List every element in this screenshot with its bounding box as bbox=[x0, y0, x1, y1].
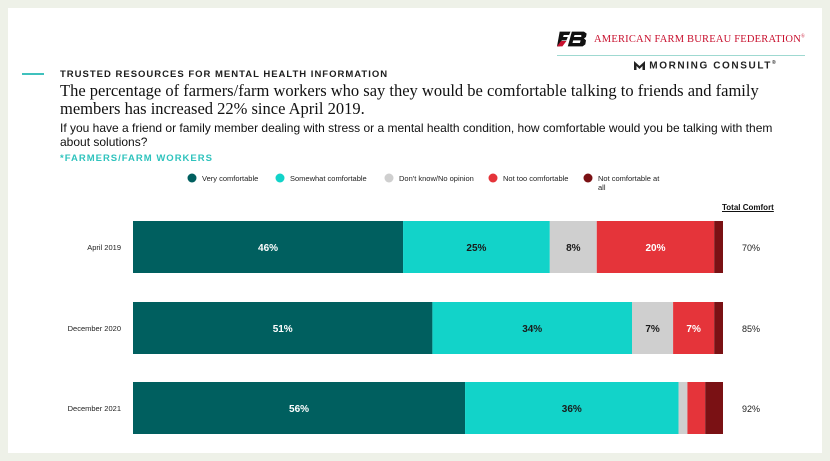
bar-segment bbox=[403, 221, 550, 273]
respondent-base-label: *FARMERS/FARM WORKERS bbox=[60, 153, 213, 164]
bar-segment bbox=[133, 302, 433, 354]
data-label: 46% bbox=[258, 243, 278, 254]
data-label: 7% bbox=[686, 324, 701, 335]
morning-consult-name: MORNING CONSULT® bbox=[649, 60, 776, 72]
morning-consult-m-icon bbox=[634, 61, 646, 71]
farm-bureau-fb-icon bbox=[557, 31, 587, 47]
header-logos: AMERICAN FARM BUREAU FEDERATION® MORNING… bbox=[557, 28, 805, 71]
total-comfort-value: 70% bbox=[742, 243, 760, 253]
legend-label: Don't know/No opinion bbox=[399, 174, 474, 183]
bar-segment bbox=[465, 382, 679, 434]
afbf-logo: AMERICAN FARM BUREAU FEDERATION® bbox=[557, 28, 805, 50]
afbf-name: AMERICAN FARM BUREAU FEDERATION® bbox=[594, 33, 805, 45]
logo-divider bbox=[557, 55, 805, 56]
afbf-registered-mark: ® bbox=[801, 34, 805, 39]
legend-label-cont: all bbox=[598, 183, 606, 192]
legend-swatch bbox=[275, 173, 285, 183]
bar-segment bbox=[678, 382, 688, 434]
legend-swatch bbox=[187, 173, 197, 183]
legend-label: Very comfortable bbox=[202, 174, 258, 183]
data-label: 8% bbox=[566, 243, 581, 254]
bar-segment bbox=[687, 382, 706, 434]
data-label: 56% bbox=[289, 404, 309, 415]
total-comfort-value: 92% bbox=[742, 404, 760, 414]
morning-consult-logo: MORNING CONSULT® bbox=[605, 60, 805, 71]
section-accent-line bbox=[22, 73, 44, 75]
legend-label: Not comfortable at bbox=[598, 174, 660, 183]
data-label: 34% bbox=[522, 324, 542, 335]
category-label: December 2021 bbox=[68, 404, 121, 413]
data-label: 51% bbox=[273, 324, 293, 335]
bar-segment bbox=[596, 221, 715, 273]
legend-swatch bbox=[384, 173, 394, 183]
survey-question: If you have a friend or family member de… bbox=[60, 121, 773, 149]
bar-segment bbox=[632, 302, 674, 354]
legend-swatch bbox=[488, 173, 498, 183]
data-label: 36% bbox=[562, 404, 582, 415]
total-comfort-value: 85% bbox=[742, 324, 760, 334]
bar-segment bbox=[705, 382, 723, 434]
section-kicker: TRUSTED RESOURCES FOR MENTAL HEALTH INFO… bbox=[60, 69, 389, 80]
data-label: 20% bbox=[645, 243, 665, 254]
legend-label: Not too comfortable bbox=[503, 174, 568, 183]
bar-segment bbox=[432, 302, 633, 354]
category-label: December 2020 bbox=[68, 324, 121, 333]
bar-segment bbox=[714, 221, 723, 273]
total-comfort-header: Total Comfort bbox=[722, 203, 774, 212]
legend-swatch bbox=[583, 173, 593, 183]
legend-label: Somewhat comfortable bbox=[290, 174, 367, 183]
bar-segment bbox=[549, 221, 597, 273]
bar-segment bbox=[714, 302, 723, 354]
bar-segment bbox=[133, 221, 404, 273]
mc-registered-mark: ® bbox=[772, 60, 776, 66]
bar-segment bbox=[673, 302, 715, 354]
data-label: 25% bbox=[466, 243, 486, 254]
category-label: April 2019 bbox=[87, 243, 121, 252]
data-label: 7% bbox=[645, 324, 660, 335]
bar-segment bbox=[133, 382, 466, 434]
headline: The percentage of farmers/farm workers w… bbox=[60, 81, 759, 118]
